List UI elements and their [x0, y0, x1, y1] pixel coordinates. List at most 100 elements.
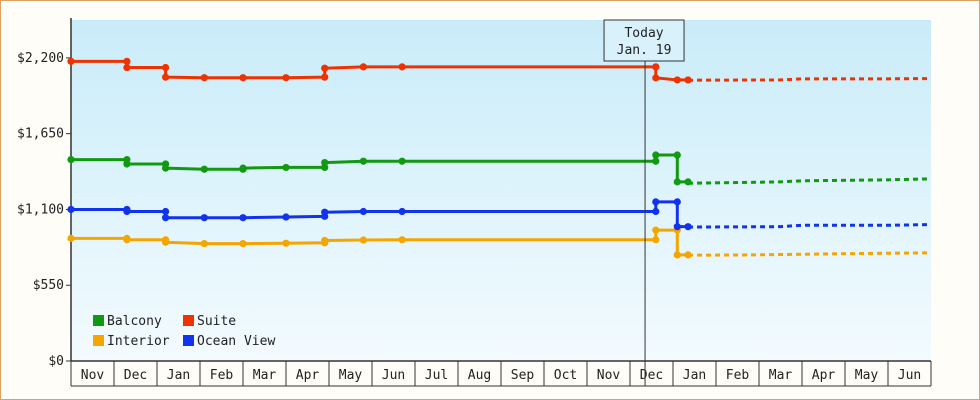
series-interior	[67, 226, 932, 259]
data-point	[162, 238, 170, 246]
data-point	[282, 213, 290, 221]
series-ocean-view	[67, 198, 932, 231]
data-point	[321, 73, 329, 81]
data-point	[200, 74, 208, 82]
x-month-label: Dec	[640, 368, 663, 383]
legend-item-balcony: Balcony	[93, 314, 162, 329]
today-marker: Today Jan. 19	[603, 19, 685, 386]
y-tick-label: $2,200	[17, 51, 64, 66]
x-month-label: May	[855, 368, 879, 383]
legend-label: Interior	[107, 334, 170, 349]
x-month-label: Jan	[683, 368, 706, 383]
data-point	[123, 236, 131, 244]
data-point	[239, 214, 247, 222]
y-tick-label: $1,100	[17, 202, 64, 217]
data-point	[200, 214, 208, 222]
data-point	[67, 205, 75, 214]
y-tick-label: $550	[33, 278, 64, 293]
data-point	[162, 73, 170, 81]
y-tick-label: $0	[48, 354, 64, 369]
data-point	[67, 155, 75, 164]
legend-label: Suite	[197, 314, 236, 329]
legend-label: Ocean View	[197, 334, 275, 349]
data-point	[282, 74, 290, 82]
data-point	[282, 239, 290, 247]
data-point	[321, 236, 329, 245]
plot-area	[71, 20, 931, 361]
data-point	[652, 151, 660, 159]
x-month-label: Jun	[382, 368, 405, 383]
data-point	[123, 207, 131, 216]
data-point	[652, 157, 660, 165]
data-point	[239, 164, 247, 172]
x-month-label: Mar	[769, 368, 793, 383]
data-point	[123, 63, 131, 72]
data-point	[239, 74, 247, 82]
data-point	[398, 63, 406, 71]
data-point	[239, 240, 247, 248]
data-point	[398, 236, 406, 244]
data-point	[359, 157, 367, 165]
data-point	[673, 251, 681, 259]
data-point	[673, 151, 681, 159]
forecast-line	[688, 251, 932, 257]
series-balcony	[67, 151, 932, 186]
today-box-rect	[603, 19, 685, 62]
data-point	[162, 63, 170, 72]
data-point	[359, 63, 367, 71]
data-point	[652, 74, 660, 82]
series-line	[71, 59, 689, 82]
data-point	[359, 207, 367, 216]
data-point	[673, 178, 681, 186]
data-point	[162, 207, 170, 216]
x-month-label: Sep	[511, 368, 535, 383]
today-label-box: Today Jan. 19	[603, 19, 685, 62]
data-point	[652, 63, 660, 71]
data-point	[67, 57, 75, 65]
data-point	[123, 160, 131, 168]
today-label: Today	[624, 26, 663, 41]
series-layer	[67, 57, 932, 259]
legend-swatch	[183, 335, 194, 346]
x-month-label: Nov	[597, 368, 621, 383]
x-month-label: Apr	[296, 368, 320, 383]
data-point	[321, 208, 329, 216]
x-axis: Nov Dec Jan Feb Mar Apr May Jun Jul Aug Sep Oct Nov D…	[70, 360, 932, 387]
legend-swatch	[93, 315, 104, 326]
data-point	[652, 236, 660, 244]
series-suite	[67, 57, 932, 84]
x-month-label: Feb	[210, 368, 234, 383]
x-month-label: Feb	[726, 368, 750, 383]
x-month-label: Oct	[554, 368, 577, 383]
data-point	[123, 57, 131, 65]
legend-swatch	[183, 315, 194, 326]
data-point	[282, 163, 290, 172]
data-point	[673, 76, 681, 84]
today-date: Jan. 19	[617, 43, 672, 58]
y-axis: $0 $550 $1,100 $1,650 $2,200	[17, 18, 72, 369]
data-point	[673, 223, 681, 231]
x-month-label: Dec	[124, 368, 147, 383]
data-point	[673, 198, 681, 206]
data-point	[200, 240, 208, 248]
legend-item-interior: Interior	[93, 334, 170, 349]
legend-item-ocean-view: Ocean View	[183, 334, 275, 349]
x-month-label: Jul	[425, 368, 448, 383]
data-point	[652, 226, 660, 234]
legend-item-suite: Suite	[183, 314, 236, 329]
x-month-label: May	[339, 368, 363, 383]
data-point	[67, 234, 75, 242]
legend-label: Balcony	[107, 314, 162, 329]
data-point	[398, 207, 406, 216]
data-point	[652, 198, 660, 206]
data-point	[359, 236, 367, 244]
x-month-label: Apr	[812, 368, 836, 383]
x-month-label: Aug	[468, 368, 491, 383]
data-point	[200, 165, 208, 173]
data-point	[162, 164, 170, 172]
x-month-label: Jun	[898, 368, 921, 383]
x-month-label: Nov	[81, 368, 105, 383]
data-point	[162, 214, 170, 222]
